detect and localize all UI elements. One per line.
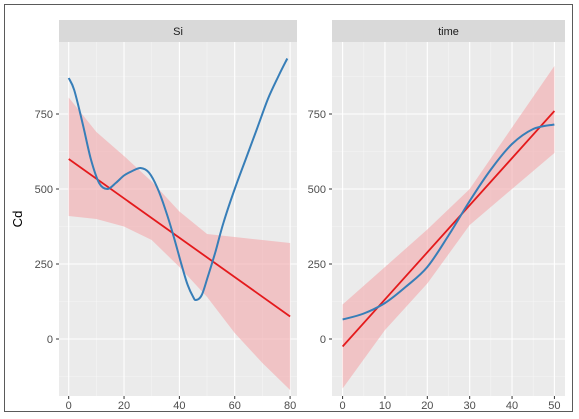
y-tick-label: 500 [35,184,53,196]
strip-time [332,20,565,42]
x-tick-label: 30 [464,400,476,412]
y-tick-label: 500 [308,184,326,196]
x-tick-label: 0 [66,400,72,412]
loess-line [67,58,289,302]
x-tick-label: 60 [229,400,241,412]
y-tick-label: 250 [35,259,53,271]
y-tick-label: 750 [35,109,53,121]
x-tick-label: 40 [173,400,185,412]
strip-Si [59,20,297,42]
x-tick-label: 40 [506,400,518,412]
confidence-band [68,97,291,390]
x-tick-label: 10 [379,400,391,412]
confidence-band [342,66,555,389]
x-tick-label: 50 [548,400,560,412]
y-tick-label: 750 [308,109,326,121]
loess-line [342,123,555,321]
x-tick-label: 20 [118,400,130,412]
panel-Si: Si 0 20 40 60 80 0 250 500 750 [35,20,297,412]
linear-fit-line [68,158,291,318]
y-tick-label: 0 [320,334,326,346]
y-axis-title: Cd [10,211,25,228]
y-tick-label: 0 [47,334,53,346]
x-tick-label: 0 [340,400,346,412]
x-tick-label: 20 [421,400,433,412]
y-tick-label: 250 [308,259,326,271]
x-tick-label: 80 [284,400,296,412]
strip-label: Si [173,26,183,38]
strip-label: time [438,26,459,38]
